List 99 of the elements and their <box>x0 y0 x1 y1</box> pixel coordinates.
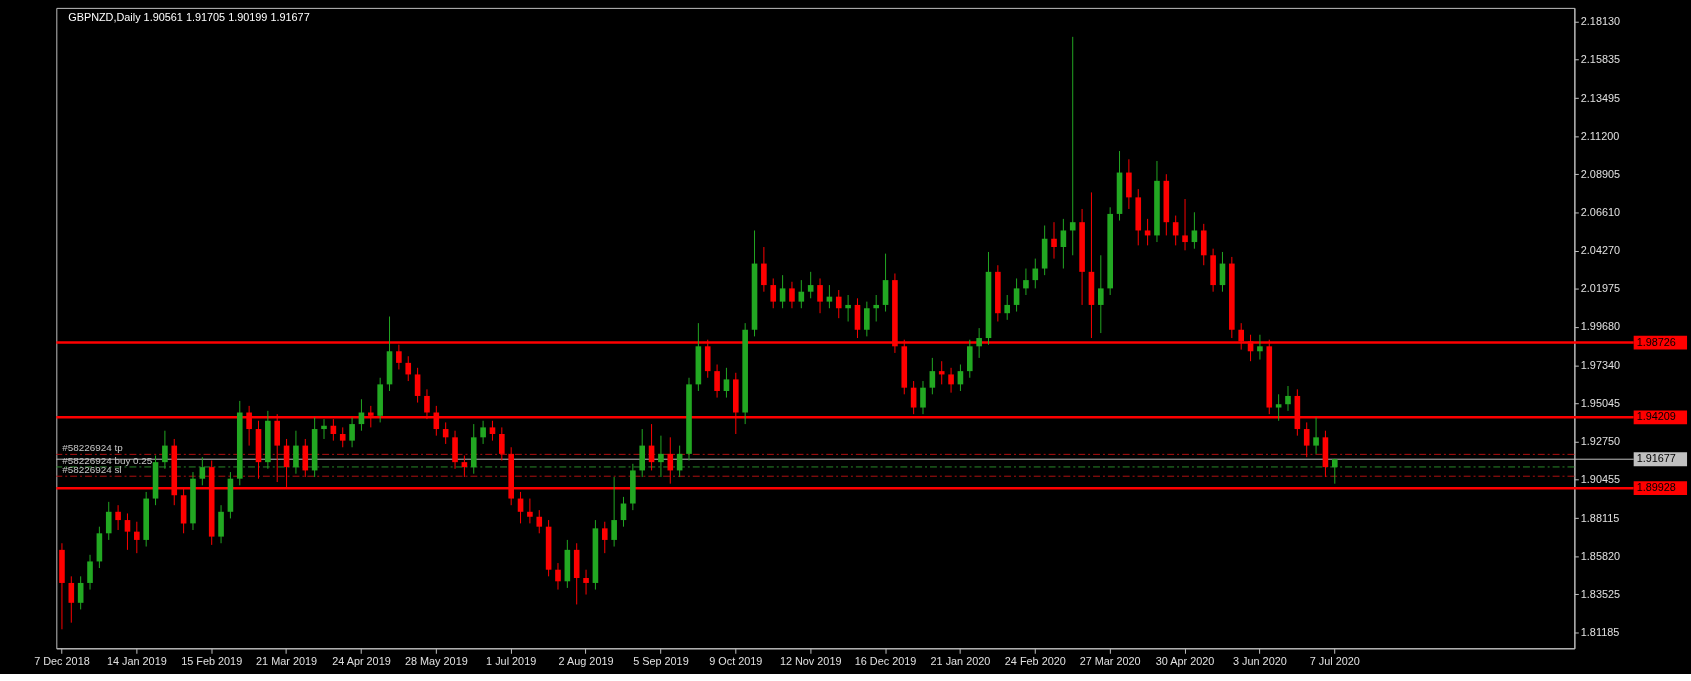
candlestick <box>124 512 131 551</box>
ref-line-label: #58226924 tp <box>62 442 124 454</box>
x-tick-label: 21 Jan 2020 <box>930 654 991 667</box>
candlestick <box>1069 36 1076 256</box>
candlestick <box>1257 334 1263 361</box>
candlestick <box>536 509 543 534</box>
candlestick <box>1313 416 1319 455</box>
y-tick-label: 2.01975 <box>1580 282 1621 295</box>
y-tick-label: 1.99680 <box>1580 320 1621 333</box>
candlestick <box>339 426 346 448</box>
candlestick <box>948 367 954 394</box>
ref-line-label: 1.89928 <box>1636 481 1676 494</box>
x-tick-label: 16 Dec 2019 <box>854 654 917 667</box>
candlestick <box>807 271 814 299</box>
candlestick <box>1285 385 1291 412</box>
candlestick <box>199 456 206 486</box>
candlestick <box>349 416 355 448</box>
candlestick <box>789 281 795 309</box>
candlestick <box>761 246 767 293</box>
candlestick <box>845 294 851 322</box>
x-tick-label: 1 Jul 2019 <box>486 654 537 667</box>
y-tick-label: 2.06610 <box>1580 205 1621 218</box>
candlestick <box>1098 254 1104 334</box>
x-tick-label: 30 Apr 2020 <box>1155 654 1215 667</box>
y-tick-label: 2.18130 <box>1580 14 1621 27</box>
y-tick-label: 1.97340 <box>1580 358 1621 371</box>
candlestick <box>87 554 93 591</box>
y-tick-label: 1.95045 <box>1580 396 1621 409</box>
candlestick <box>835 289 842 319</box>
candlestick <box>489 420 496 442</box>
x-tick-label: 24 Apr 2019 <box>332 654 391 667</box>
candlestick <box>976 327 982 359</box>
candlestick <box>115 504 121 531</box>
candlestick <box>667 436 674 485</box>
candlestick <box>414 367 421 404</box>
y-tick-label: 1.85820 <box>1580 549 1621 562</box>
candlestick <box>611 476 617 548</box>
ref-line-label: 1.98726 <box>1636 335 1676 348</box>
x-tick-label: 12 Nov 2019 <box>779 654 842 667</box>
x-tick-label: 14 Jan 2019 <box>106 654 167 667</box>
candlestick <box>321 418 327 440</box>
candlestick <box>723 367 730 399</box>
candlestick <box>1303 421 1310 458</box>
y-tick-label: 1.90455 <box>1580 472 1621 485</box>
ref-line-label: 1.91677 <box>1636 452 1676 465</box>
candlestick <box>583 569 589 596</box>
candlestick <box>770 277 777 309</box>
chart-title: GBPNZD,Daily 1.90561 1.91705 1.90199 1.91677 <box>68 10 310 23</box>
candlestick <box>817 277 823 314</box>
candlestick <box>601 521 608 554</box>
ref-line-label: #58226924 sl <box>62 464 122 476</box>
y-tick-label: 1.83525 <box>1580 587 1621 600</box>
ref-line-label: 1.94209 <box>1636 410 1676 423</box>
x-tick-label: 9 Oct 2019 <box>709 654 763 667</box>
candlestick <box>293 430 299 475</box>
x-tick-label: 2 Aug 2019 <box>558 654 614 667</box>
candlestick <box>527 498 533 524</box>
candlestick <box>920 380 926 415</box>
y-tick-label: 1.81185 <box>1580 626 1620 639</box>
candlestick <box>1004 294 1011 321</box>
candlestick <box>714 364 720 399</box>
candlestick <box>1013 277 1020 313</box>
candlestick <box>1331 458 1338 485</box>
candlestick <box>1060 218 1067 270</box>
candlestick <box>1182 198 1188 251</box>
y-tick-label: 1.88115 <box>1580 511 1620 524</box>
x-tick-label: 24 Feb 2020 <box>1004 654 1066 667</box>
candlestick <box>1032 258 1039 289</box>
y-tick-label: 2.15835 <box>1580 52 1621 65</box>
candlestick <box>1023 268 1029 296</box>
y-tick-label: 1.92750 <box>1580 434 1621 447</box>
x-tick-label: 3 Jun 2020 <box>1233 654 1287 667</box>
y-tick-label: 2.11200 <box>1580 129 1620 142</box>
candlestick <box>555 562 561 591</box>
candlestick <box>1191 211 1198 250</box>
candlestick <box>105 501 112 541</box>
x-tick-label: 15 Feb 2019 <box>181 654 243 667</box>
y-tick-label: 2.13495 <box>1580 91 1621 104</box>
x-tick-label: 28 May 2019 <box>404 654 468 667</box>
candlestick <box>1275 393 1282 422</box>
x-tick-label: 5 Sep 2019 <box>633 654 689 667</box>
candlestick <box>480 420 486 445</box>
y-tick-label: 2.08905 <box>1580 167 1621 180</box>
candlestick <box>499 426 505 461</box>
y-tick-label: 2.04270 <box>1580 244 1621 257</box>
candlestick <box>779 274 786 309</box>
candlestick <box>1051 221 1057 260</box>
x-tick-label: 7 Dec 2018 <box>34 654 90 667</box>
candlestick <box>929 357 936 395</box>
x-tick-label: 27 Mar 2020 <box>1079 654 1141 667</box>
candlestick <box>864 301 870 337</box>
candlestick <box>658 435 664 478</box>
candlestick <box>134 521 140 554</box>
candlestick <box>162 430 168 470</box>
x-tick-label: 21 Mar 2019 <box>256 654 318 667</box>
candlestick <box>405 355 412 382</box>
x-tick-label: 7 Jul 2020 <box>1309 654 1360 667</box>
candlestick <box>938 360 945 385</box>
candlestick <box>873 294 879 322</box>
